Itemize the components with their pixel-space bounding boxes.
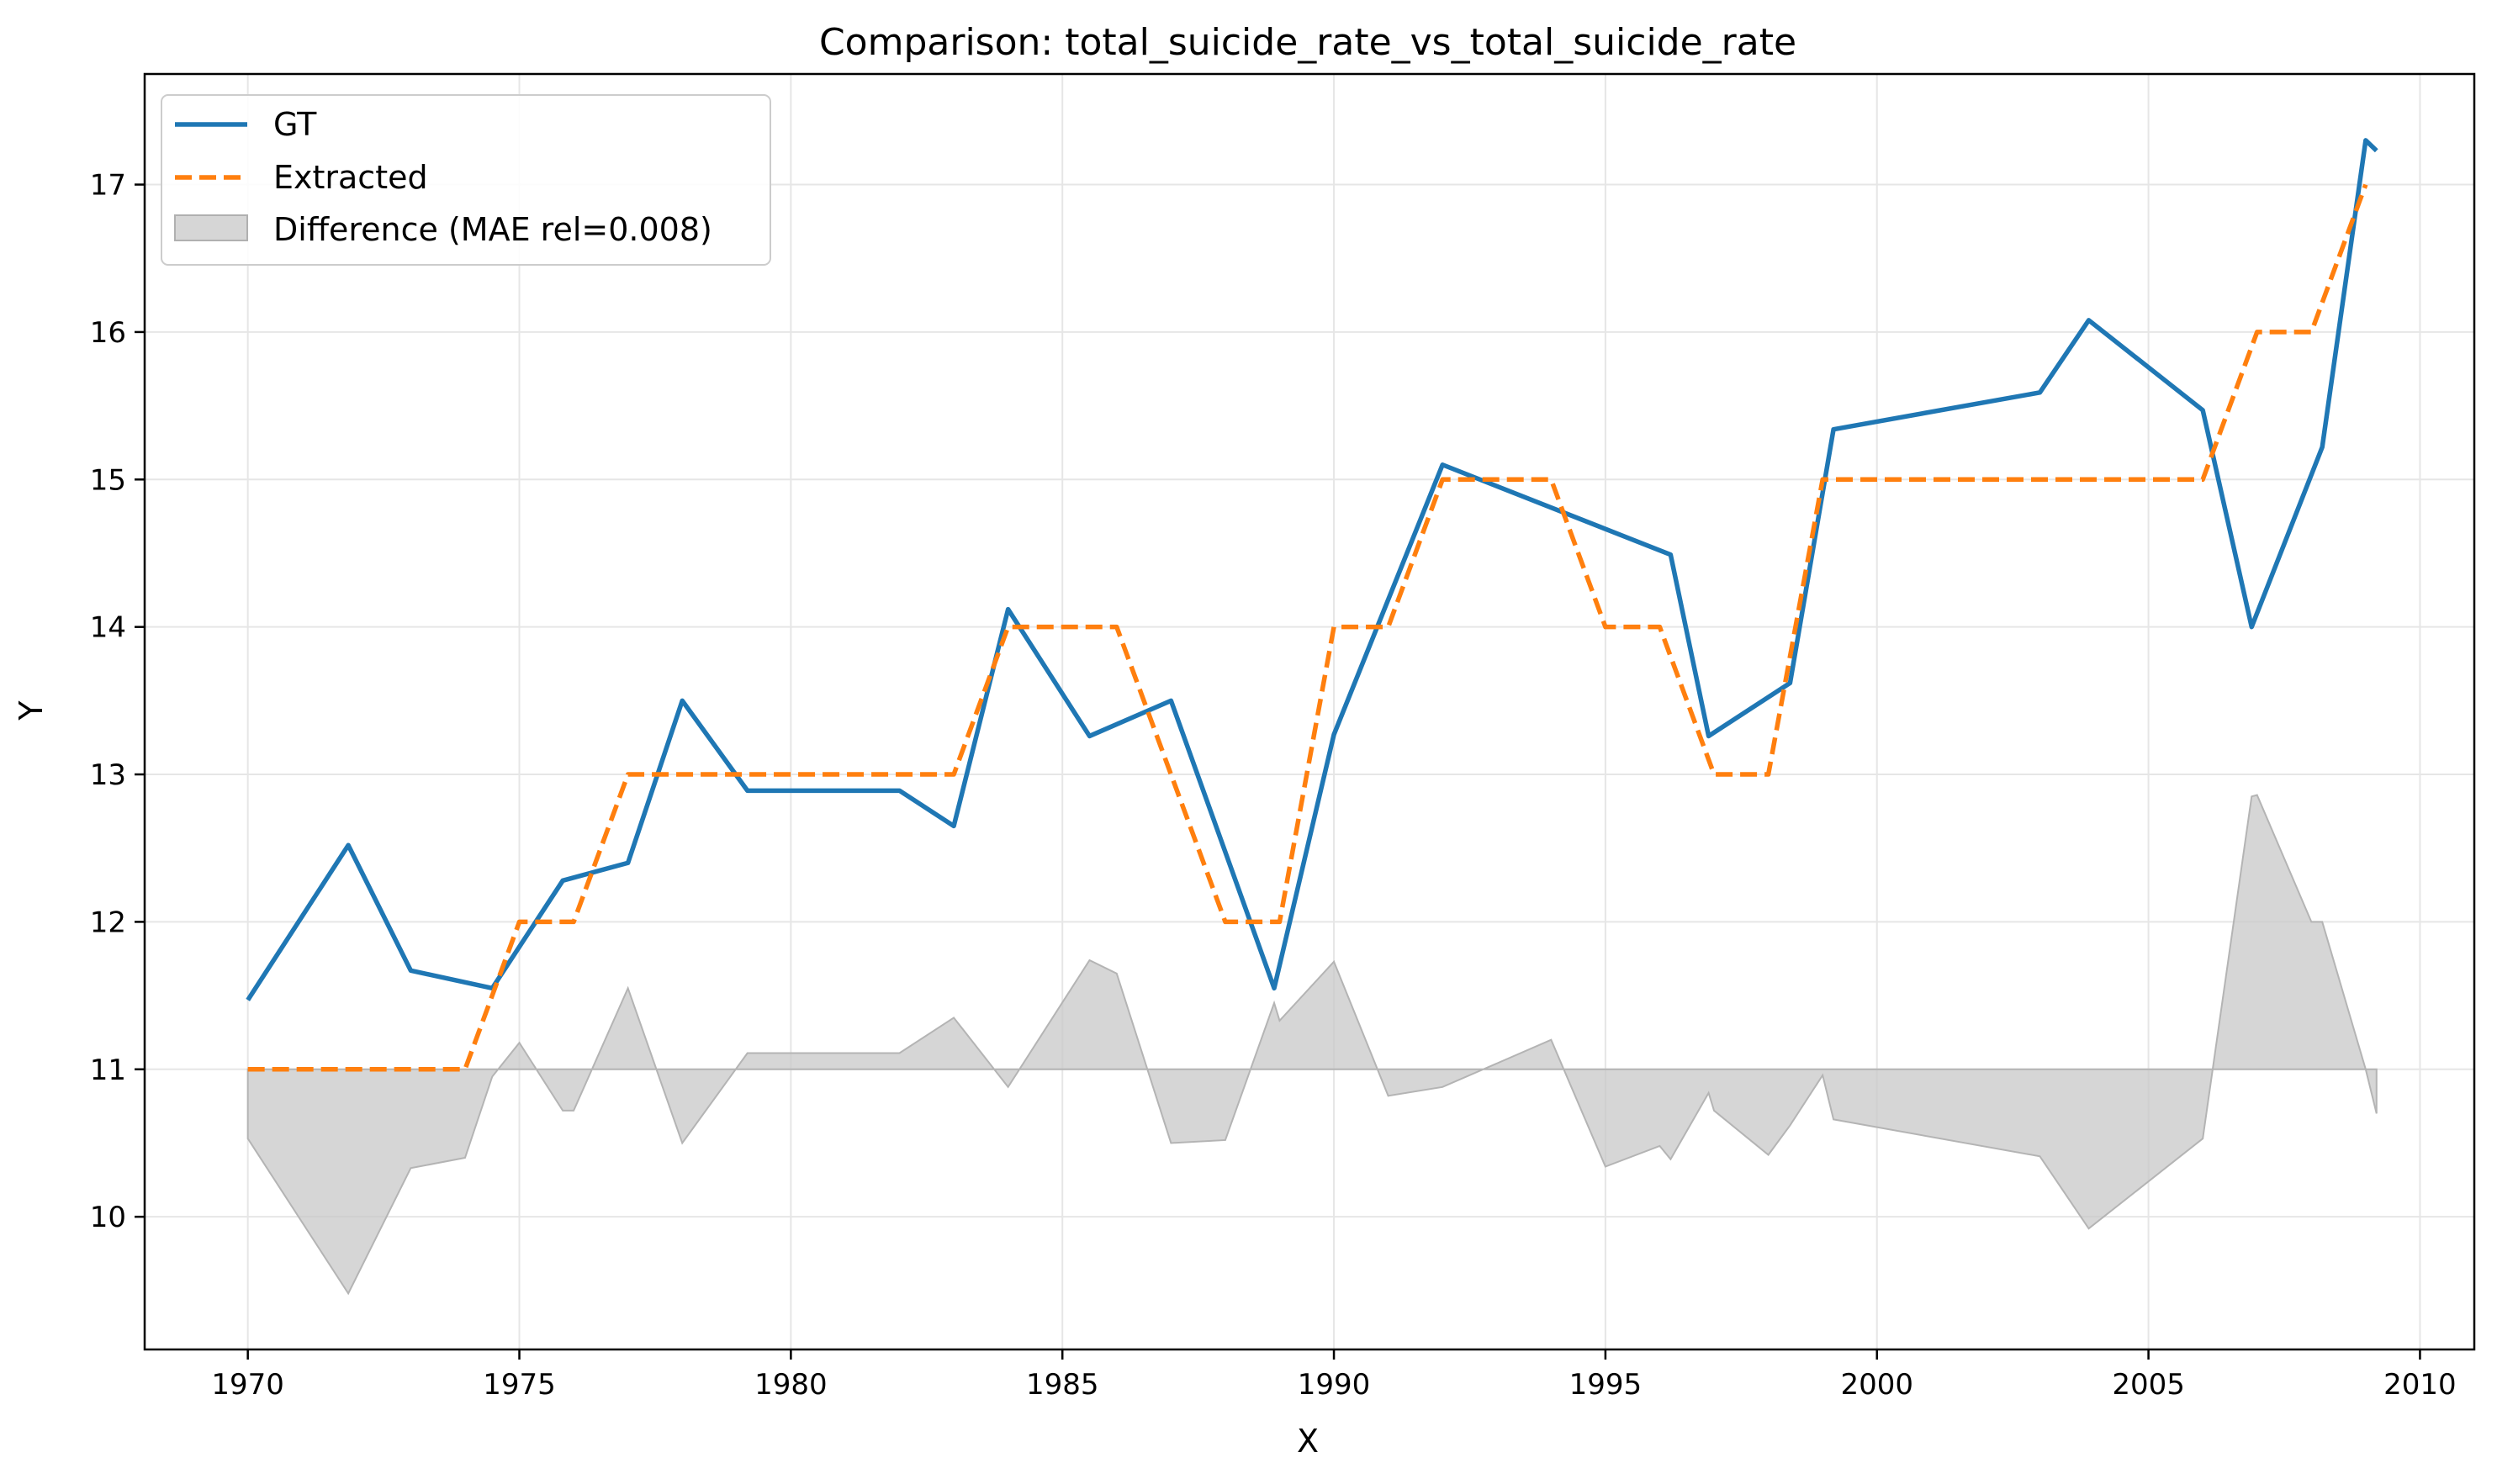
y-tick-label: 13 bbox=[90, 758, 126, 792]
y-tick-label: 10 bbox=[90, 1201, 126, 1234]
x-axis-label: X bbox=[1297, 1423, 1319, 1460]
chart-title: Comparison: total_suicide_rate_vs_total_… bbox=[819, 21, 1796, 64]
axes-frame bbox=[143, 72, 2476, 1351]
legend-difference-label: Difference (MAE rel=0.008) bbox=[273, 211, 712, 248]
x-tick-label: 1990 bbox=[1298, 1368, 1371, 1402]
plot-area: 1970 1975 1980 1985 1990 1995 2000 2005 2010 10 11… bbox=[90, 72, 2476, 1402]
y-tick-label: 16 bbox=[90, 316, 126, 350]
legend-gt-label: GT bbox=[273, 106, 317, 143]
legend-difference-swatch bbox=[174, 214, 248, 241]
y-tick-label: 11 bbox=[90, 1054, 126, 1087]
x-tick-label: 1995 bbox=[1569, 1368, 1643, 1402]
legend: GT Extracted Difference (MAE rel=0.008) bbox=[161, 94, 771, 266]
legend-box bbox=[161, 94, 771, 266]
y-tick-label: 12 bbox=[90, 906, 126, 939]
extracted-series-line bbox=[247, 183, 2368, 1072]
axis-ticks: 1970 1975 1980 1985 1990 1995 2000 2005 2010 10 11… bbox=[90, 169, 2457, 1402]
x-tick-label: 1975 bbox=[483, 1368, 556, 1402]
y-tick-label: 14 bbox=[90, 611, 126, 645]
gt-series-line bbox=[246, 138, 2378, 1001]
y-axis-label: Y bbox=[13, 700, 50, 721]
legend-extracted-label: Extracted bbox=[273, 159, 428, 196]
y-tick-label: 17 bbox=[90, 169, 126, 203]
x-tick-label: 1985 bbox=[1026, 1368, 1099, 1402]
series-lines bbox=[246, 138, 2378, 1072]
difference-area bbox=[246, 794, 2378, 1296]
y-tick-label: 15 bbox=[90, 463, 126, 497]
x-tick-label: 1970 bbox=[211, 1368, 284, 1402]
x-tick-label: 2010 bbox=[2383, 1368, 2457, 1402]
x-tick-label: 2000 bbox=[1840, 1368, 1913, 1402]
difference-area-fill bbox=[246, 794, 2378, 1296]
x-tick-label: 1980 bbox=[754, 1368, 828, 1402]
x-tick-label: 2005 bbox=[2112, 1368, 2185, 1402]
